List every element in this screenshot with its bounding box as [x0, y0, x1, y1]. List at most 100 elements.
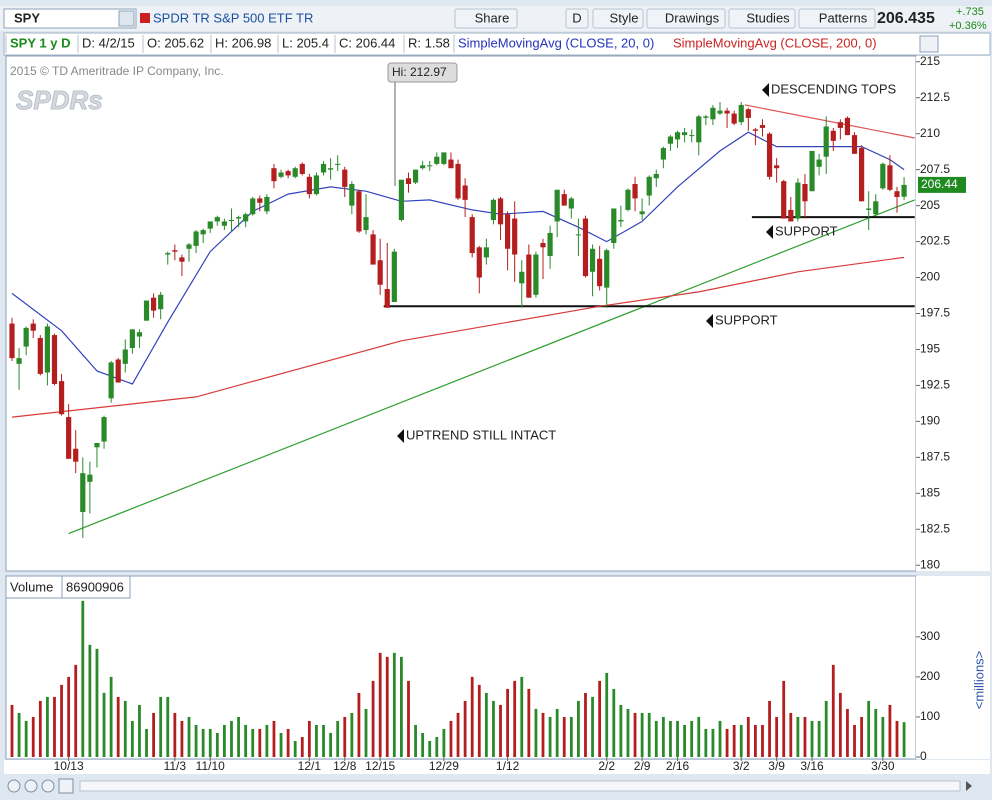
volume-bar — [746, 716, 750, 757]
text-button[interactable] — [58, 778, 74, 794]
candle-body — [377, 260, 383, 285]
volume-bar — [605, 672, 609, 757]
candle-body — [441, 152, 447, 164]
volume-bar — [166, 696, 170, 757]
volume-bar — [661, 716, 665, 757]
toolbar-button-label[interactable]: D — [572, 10, 581, 25]
scroll-right[interactable] — [966, 781, 972, 791]
volume-axis — [916, 576, 990, 759]
volume-bar — [732, 724, 736, 757]
candle-body — [214, 217, 220, 222]
volume-bar — [173, 712, 177, 757]
volume-bar — [683, 724, 686, 757]
zoom-in-button[interactable] — [24, 779, 38, 793]
toolbar-button[interactable] — [565, 8, 589, 29]
symbol-input[interactable] — [3, 8, 137, 29]
candle-body — [23, 327, 29, 347]
candle-body — [320, 163, 327, 173]
y-tick-label: 190 — [920, 414, 940, 428]
settings-button[interactable] — [919, 35, 939, 53]
scrollbar[interactable] — [79, 780, 961, 792]
toolbar-button-label[interactable]: Patterns — [819, 10, 868, 25]
x-tick-label: 11/10 — [196, 759, 225, 773]
candle-body — [894, 191, 900, 197]
info-item: SPY 1 y D — [10, 35, 70, 50]
candle-body — [795, 182, 801, 219]
volume-bar — [350, 712, 354, 757]
volume-bar — [400, 656, 403, 757]
annotation-arrow — [766, 225, 773, 239]
hi-callout — [387, 62, 458, 83]
candle-body — [632, 184, 638, 199]
toolbar-button[interactable] — [454, 8, 518, 29]
candle-body — [37, 337, 43, 374]
candle-body — [87, 474, 93, 482]
candle-body — [363, 217, 369, 231]
candle-body — [674, 132, 681, 140]
volume-bar — [824, 700, 828, 757]
candle-body — [781, 181, 787, 219]
volume-bar — [392, 652, 396, 757]
volume-bar — [874, 708, 878, 757]
volume-bar — [626, 708, 630, 757]
candle-body — [51, 335, 58, 384]
volume-bar — [123, 700, 127, 757]
volume-bar — [619, 704, 623, 757]
volume-bar — [371, 680, 375, 757]
volume-bar — [435, 736, 439, 757]
candle-body — [172, 250, 178, 252]
toolbar-button-label[interactable]: Share — [475, 10, 510, 25]
candle-body — [519, 271, 525, 284]
symbol[interactable]: SPY — [14, 10, 40, 25]
volume-bar — [697, 716, 701, 757]
volume-bar — [838, 692, 842, 757]
candle-body — [313, 175, 320, 195]
candle-body — [540, 243, 546, 248]
volume-bar — [562, 716, 566, 757]
toolbar-button-label[interactable]: Drawings — [665, 10, 720, 25]
volume-bar — [258, 728, 262, 757]
candle-body — [533, 254, 539, 295]
toolbar-button-label[interactable]: Studies — [746, 10, 790, 25]
candle-body — [292, 168, 298, 177]
volume-bar — [215, 732, 219, 757]
candle-body — [129, 329, 135, 349]
candle-body — [646, 176, 652, 196]
last-price: 206.435 — [877, 10, 935, 27]
candle-body — [816, 159, 822, 167]
volume-bar — [414, 724, 417, 757]
candle-body — [589, 248, 596, 272]
change: +.735 — [956, 6, 984, 18]
zoom-reset-button[interactable] — [41, 779, 55, 793]
zoom-out-button[interactable] — [7, 779, 21, 793]
volume-bar — [761, 724, 764, 757]
toolbar-button[interactable] — [798, 8, 876, 29]
y-tick-label: 207.5 — [920, 162, 950, 176]
annotation: UPTREND STILL INTACT — [406, 427, 556, 442]
volume-bar — [81, 600, 85, 757]
last-price-tag — [918, 176, 966, 193]
volume-bar — [853, 724, 856, 757]
candle-body — [830, 130, 836, 141]
toolbar-button-label[interactable]: Style — [610, 10, 639, 25]
candle-body — [122, 349, 128, 364]
symbol-dropdown[interactable] — [118, 10, 135, 27]
candle-body — [200, 230, 206, 235]
toolbar-button[interactable] — [646, 8, 726, 29]
y-tick-label: 192.5 — [920, 378, 950, 392]
candle-body — [837, 122, 843, 128]
volume-bar — [484, 692, 488, 757]
toolbar-button[interactable] — [592, 8, 644, 29]
volume-bar — [53, 696, 56, 757]
volume-bar — [499, 704, 502, 757]
candle-body — [766, 133, 773, 177]
candle-body — [469, 217, 475, 254]
info: SPY 1 y D D: 4/2/15 O: 205.62 H: 206.98 L: 2… — [5, 35, 455, 53]
candle-body — [476, 247, 482, 278]
volume-bar — [463, 700, 467, 757]
toolbar-button[interactable] — [728, 8, 796, 29]
annotation: SUPPORT — [715, 312, 778, 327]
candle-body — [356, 191, 362, 232]
volume-bar — [860, 716, 863, 757]
x-tick-label: 12/1 — [298, 759, 322, 773]
